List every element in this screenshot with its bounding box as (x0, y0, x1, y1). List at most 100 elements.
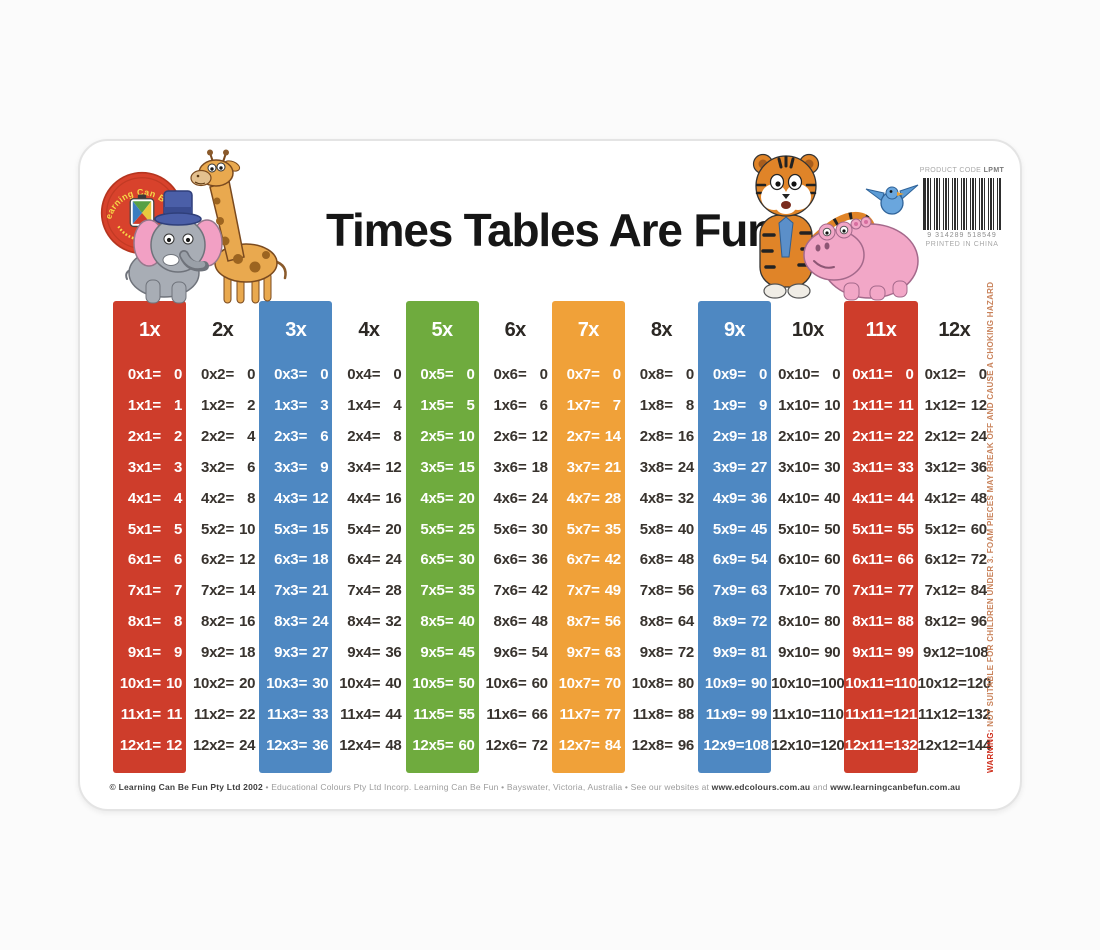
times-column-10x: 10x 0x10 = 0 1x10 = 10 2x10 = 20 3x10 = 30 4x10 = 40 5x1… (771, 301, 845, 773)
times-cell-0x2: 0x2 = 0 (201, 366, 256, 383)
times-cell-8x12: 8x12 = 96 (924, 613, 987, 631)
times-cell-2x11: 2x11 = 22 (852, 427, 914, 445)
footer-segment: and (810, 782, 831, 792)
times-cell-12x3: 12x3 = 36 (266, 736, 329, 754)
times-cell-7x11: 7x11 = 77 (852, 582, 914, 600)
column-rows: 0x10 = 0 1x10 = 10 2x10 = 20 3x10 = 30 4x10 = 40 5x10 = 5… (771, 359, 845, 773)
times-cell-8x9: 8x9 = 72 (712, 613, 768, 631)
column-rows: 0x3 = 0 1x3 = 3 2x3 = 6 3x3 = 9 4x3 = 12 5x3 = 15 6x3 = 18 7x… (259, 359, 332, 773)
times-cell-3x5: 3x5 = 15 (420, 458, 475, 476)
times-cell-7x1: 7x1 = 7 (127, 582, 183, 600)
times-cell-2x12: 2x12 = 24 (924, 427, 987, 445)
times-cell-9x12: 9x12 = 108 (923, 644, 989, 662)
hippo-icon (803, 216, 919, 301)
times-cell-12x11: 12x11 = 132 (844, 736, 918, 754)
times-cell-6x12: 6x12 = 72 (924, 551, 987, 569)
times-cell-5x4: 5x4 = 20 (347, 520, 402, 538)
column-rows: 0x11 = 0 1x11 = 11 2x11 = 22 3x11 = 33 4x11 = 44 5x11 = 5… (844, 359, 918, 773)
warning-vertical-text: WARNING: NOT SUITABLE FOR CHILDREN UNDER… (986, 282, 1000, 773)
times-cell-5x1: 5x1 = 5 (127, 520, 183, 538)
column-rows: 0x1 = 0 1x1 = 1 2x1 = 2 3x1 = 3 4x1 = 4 5x1 = 5 6x1 = 6 7x1 = 7… (113, 359, 186, 773)
page-title: Times Tables Are Fun (325, 204, 775, 256)
column-rows: 0x2 = 0 1x2 = 2 2x2 = 4 3x2 = 6 4x2 = 8 5x2 = 10 6x2 = 12 7x2… (186, 359, 259, 773)
barcode-icon (923, 178, 1001, 230)
tiger-hippo-illustration (730, 143, 930, 305)
times-cell-0x7: 0x7 = 0 (566, 366, 621, 383)
times-cell-4x8: 4x8 = 32 (639, 489, 694, 507)
times-cell-11x6: 11x6 = 66 (486, 705, 548, 723)
times-cell-4x6: 4x6 = 24 (493, 489, 548, 507)
times-cell-3x7: 3x7 = 21 (566, 458, 621, 476)
times-cell-8x2: 8x2 = 16 (201, 613, 256, 631)
times-cell-11x2: 11x2 = 22 (193, 705, 256, 723)
times-cell-4x3: 4x3 = 12 (274, 489, 329, 507)
times-cell-10x1: 10x1 = 10 (119, 675, 183, 693)
times-cell-8x8: 8x8 = 64 (639, 613, 694, 631)
times-cell-0x8: 0x8 = 0 (639, 366, 694, 383)
times-cell-7x12: 7x12 = 84 (924, 582, 987, 600)
times-cell-12x4: 12x4 = 48 (339, 736, 402, 754)
times-cell-1x6: 1x6 = 6 (493, 396, 548, 414)
product-code-value: LPMT (983, 167, 1005, 174)
times-cell-6x4: 6x4 = 24 (347, 551, 402, 569)
times-cell-10x2: 10x2 = 20 (193, 675, 256, 693)
times-cell-2x2: 2x2 = 4 (201, 427, 256, 445)
column-rows: 0x12 = 0 1x12 = 12 2x12 = 24 3x12 = 36 4x12 = 48 5x12 = 6… (917, 359, 992, 773)
times-cell-9x8: 9x8 = 72 (639, 644, 694, 662)
times-cell-10x9: 10x9 = 90 (704, 675, 768, 693)
times-cell-7x9: 7x9 = 63 (712, 582, 768, 600)
times-cell-3x3: 3x3 = 9 (274, 458, 329, 476)
times-cell-4x10: 4x10 = 40 (778, 489, 841, 507)
times-column-8x: 8x 0x8 = 0 1x8 = 8 2x8 = 16 3x8 = 24 4x8 = 32 5x8 = 40 6x8 =… (625, 301, 698, 773)
column-rows: 0x5 = 0 1x5 = 5 2x5 = 10 3x5 = 15 4x5 = 20 5x5 = 25 6x5 = 30… (406, 359, 479, 773)
times-cell-7x6: 7x6 = 42 (493, 582, 548, 600)
column-header-6x: 6x (504, 318, 527, 341)
times-cell-9x1: 9x1 = 9 (127, 644, 183, 662)
times-cell-6x7: 6x7 = 42 (566, 551, 621, 569)
times-cell-11x10: 11x10 = 110 (771, 705, 844, 723)
footer-text: © Learning Can Be Fun Pty Ltd 2002 • Edu… (80, 782, 990, 792)
times-cell-5x7: 5x7 = 35 (566, 520, 621, 538)
times-cell-12x10: 12x10 = 120 (771, 736, 845, 754)
times-cell-3x10: 3x10 = 30 (778, 458, 841, 476)
times-cell-9x5: 9x5 = 45 (420, 644, 475, 662)
times-cell-2x7: 2x7 = 14 (566, 427, 621, 445)
times-cell-1x12: 1x12 = 12 (924, 396, 987, 414)
times-cell-4x5: 4x5 = 20 (420, 489, 475, 507)
times-cell-7x2: 7x2 = 14 (201, 582, 256, 600)
times-cell-1x1: 1x1 = 1 (127, 396, 183, 414)
times-cell-6x11: 6x11 = 66 (852, 551, 914, 569)
column-header-11x: 11x (865, 318, 897, 341)
times-cell-9x9: 9x9 = 81 (712, 644, 768, 662)
times-cell-5x10: 5x10 = 50 (778, 520, 841, 538)
times-cell-11x4: 11x4 = 44 (340, 705, 402, 723)
times-cell-12x1: 12x1 = 12 (119, 736, 183, 754)
column-header-5x: 5x (431, 318, 453, 341)
times-cell-11x11: 11x11 = 121 (845, 705, 917, 723)
times-cell-11x1: 11x1 = 11 (120, 705, 183, 723)
times-cell-11x12: 11x12 = 132 (918, 705, 991, 723)
times-cell-6x9: 6x9 = 54 (712, 551, 768, 569)
times-cell-5x8: 5x8 = 40 (639, 520, 694, 538)
times-column-1x: 1x 0x1 = 0 1x1 = 1 2x1 = 2 3x1 = 3 4x1 = 4 5x1 = 5 6x1 = 6 7x1… (113, 301, 187, 773)
footer-segment: www.learningcanbefun.com.au (830, 782, 961, 792)
times-cell-0x10: 0x10 = 0 (778, 366, 841, 383)
times-cell-1x9: 1x9 = 9 (712, 396, 768, 414)
times-cell-10x5: 10x5 = 50 (412, 675, 475, 693)
times-cell-4x1: 4x1 = 4 (127, 489, 183, 507)
times-cell-6x5: 6x5 = 30 (420, 551, 475, 569)
warning-label: WARNING: (986, 729, 995, 773)
times-cell-10x11: 10x11 = 110 (845, 675, 917, 693)
times-cell-5x2: 5x2 = 10 (201, 520, 256, 538)
times-cell-3x1: 3x1 = 3 (127, 458, 183, 476)
times-column-5x: 5x 0x5 = 0 1x5 = 5 2x5 = 10 3x5 = 15 4x5 = 20 5x5 = 25 6x5 =… (405, 301, 479, 773)
times-cell-10x12: 10x12 = 120 (917, 675, 992, 693)
times-column-12x: 12x 0x12 = 0 1x12 = 12 2x12 = 24 3x12 = 36 4x12 = 48 5x1… (917, 301, 992, 773)
column-header-10x: 10x (791, 318, 824, 341)
times-cell-0x12: 0x12 = 0 (924, 366, 987, 383)
times-cell-10x6: 10x6 = 60 (485, 675, 548, 693)
times-cell-7x4: 7x4 = 28 (347, 582, 402, 600)
times-column-9x: 9x 0x9 = 0 1x9 = 9 2x9 = 18 3x9 = 27 4x9 = 36 5x9 = 45 6x9 =… (698, 301, 772, 773)
column-rows: 0x9 = 0 1x9 = 9 2x9 = 18 3x9 = 27 4x9 = 36 5x9 = 45 6x9 = 54… (698, 359, 771, 773)
times-cell-4x9: 4x9 = 36 (712, 489, 768, 507)
